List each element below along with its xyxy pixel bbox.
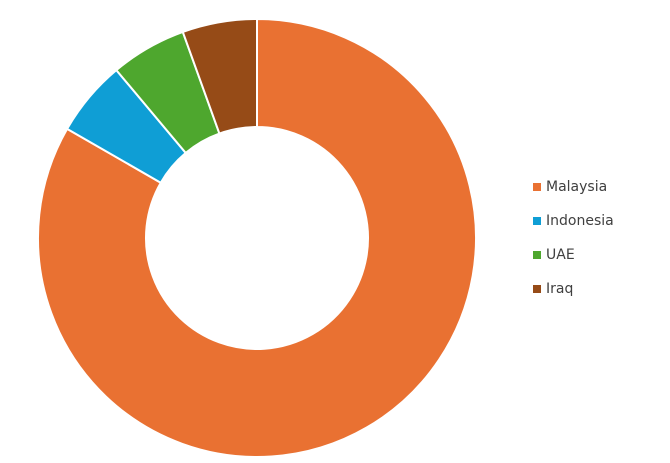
donut-slice xyxy=(181,17,258,135)
legend-swatch xyxy=(533,251,541,259)
legend-swatch xyxy=(533,217,541,225)
donut-slice xyxy=(37,17,477,458)
legend-swatch xyxy=(533,183,541,191)
legend-label: Indonesia xyxy=(546,213,614,229)
legend-label: Iraq xyxy=(546,281,573,297)
legend-label: Malaysia xyxy=(546,179,607,195)
legend-label: UAE xyxy=(546,247,575,263)
legend-swatch xyxy=(533,285,541,293)
